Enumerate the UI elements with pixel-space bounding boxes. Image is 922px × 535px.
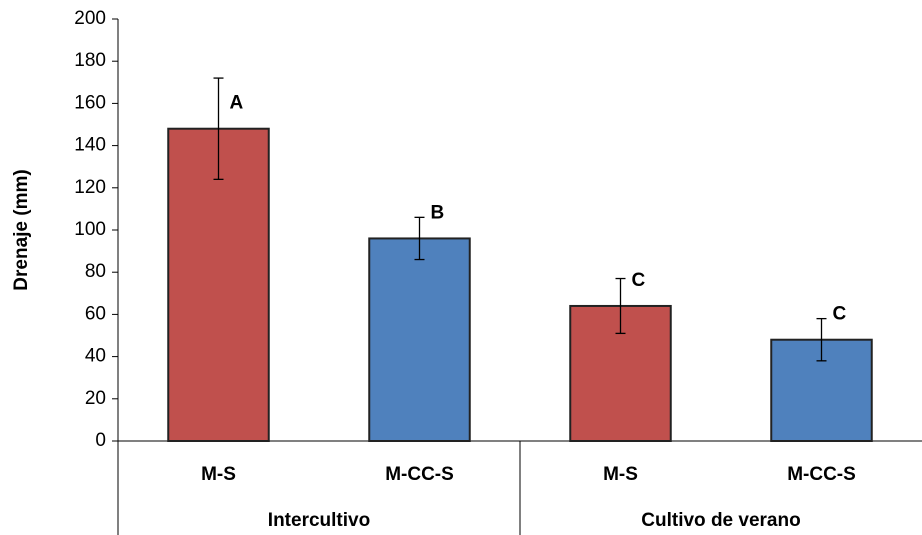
group-label: Intercultivo (268, 510, 370, 531)
significance-letter: B (431, 202, 445, 223)
x-tick-label: M-CC-S (787, 464, 856, 485)
y-tick-label: 20 (85, 388, 106, 409)
significance-letter: A (230, 93, 244, 114)
y-tick-label: 80 (85, 261, 106, 282)
x-tick-label: M-S (603, 464, 638, 485)
y-tick-label: 160 (74, 92, 106, 113)
y-tick-label: 140 (74, 135, 106, 156)
x-tick-label: M-CC-S (385, 464, 454, 485)
y-tick-label: 60 (85, 303, 106, 324)
y-axis-label: Drenaje (mm) (11, 169, 32, 290)
group-label: Cultivo de verano (641, 510, 800, 531)
significance-letter: C (833, 304, 847, 325)
significance-letter: C (632, 270, 646, 291)
y-tick-label: 200 (74, 8, 106, 29)
x-tick-label: M-S (201, 464, 236, 485)
y-tick-label: 40 (85, 346, 106, 367)
bar (167, 127, 270, 442)
y-tick-label: 120 (74, 177, 106, 198)
y-tick-label: 0 (95, 430, 106, 451)
y-tick-label: 180 (74, 50, 106, 71)
y-tick-label: 100 (74, 219, 106, 240)
bar (368, 237, 471, 442)
